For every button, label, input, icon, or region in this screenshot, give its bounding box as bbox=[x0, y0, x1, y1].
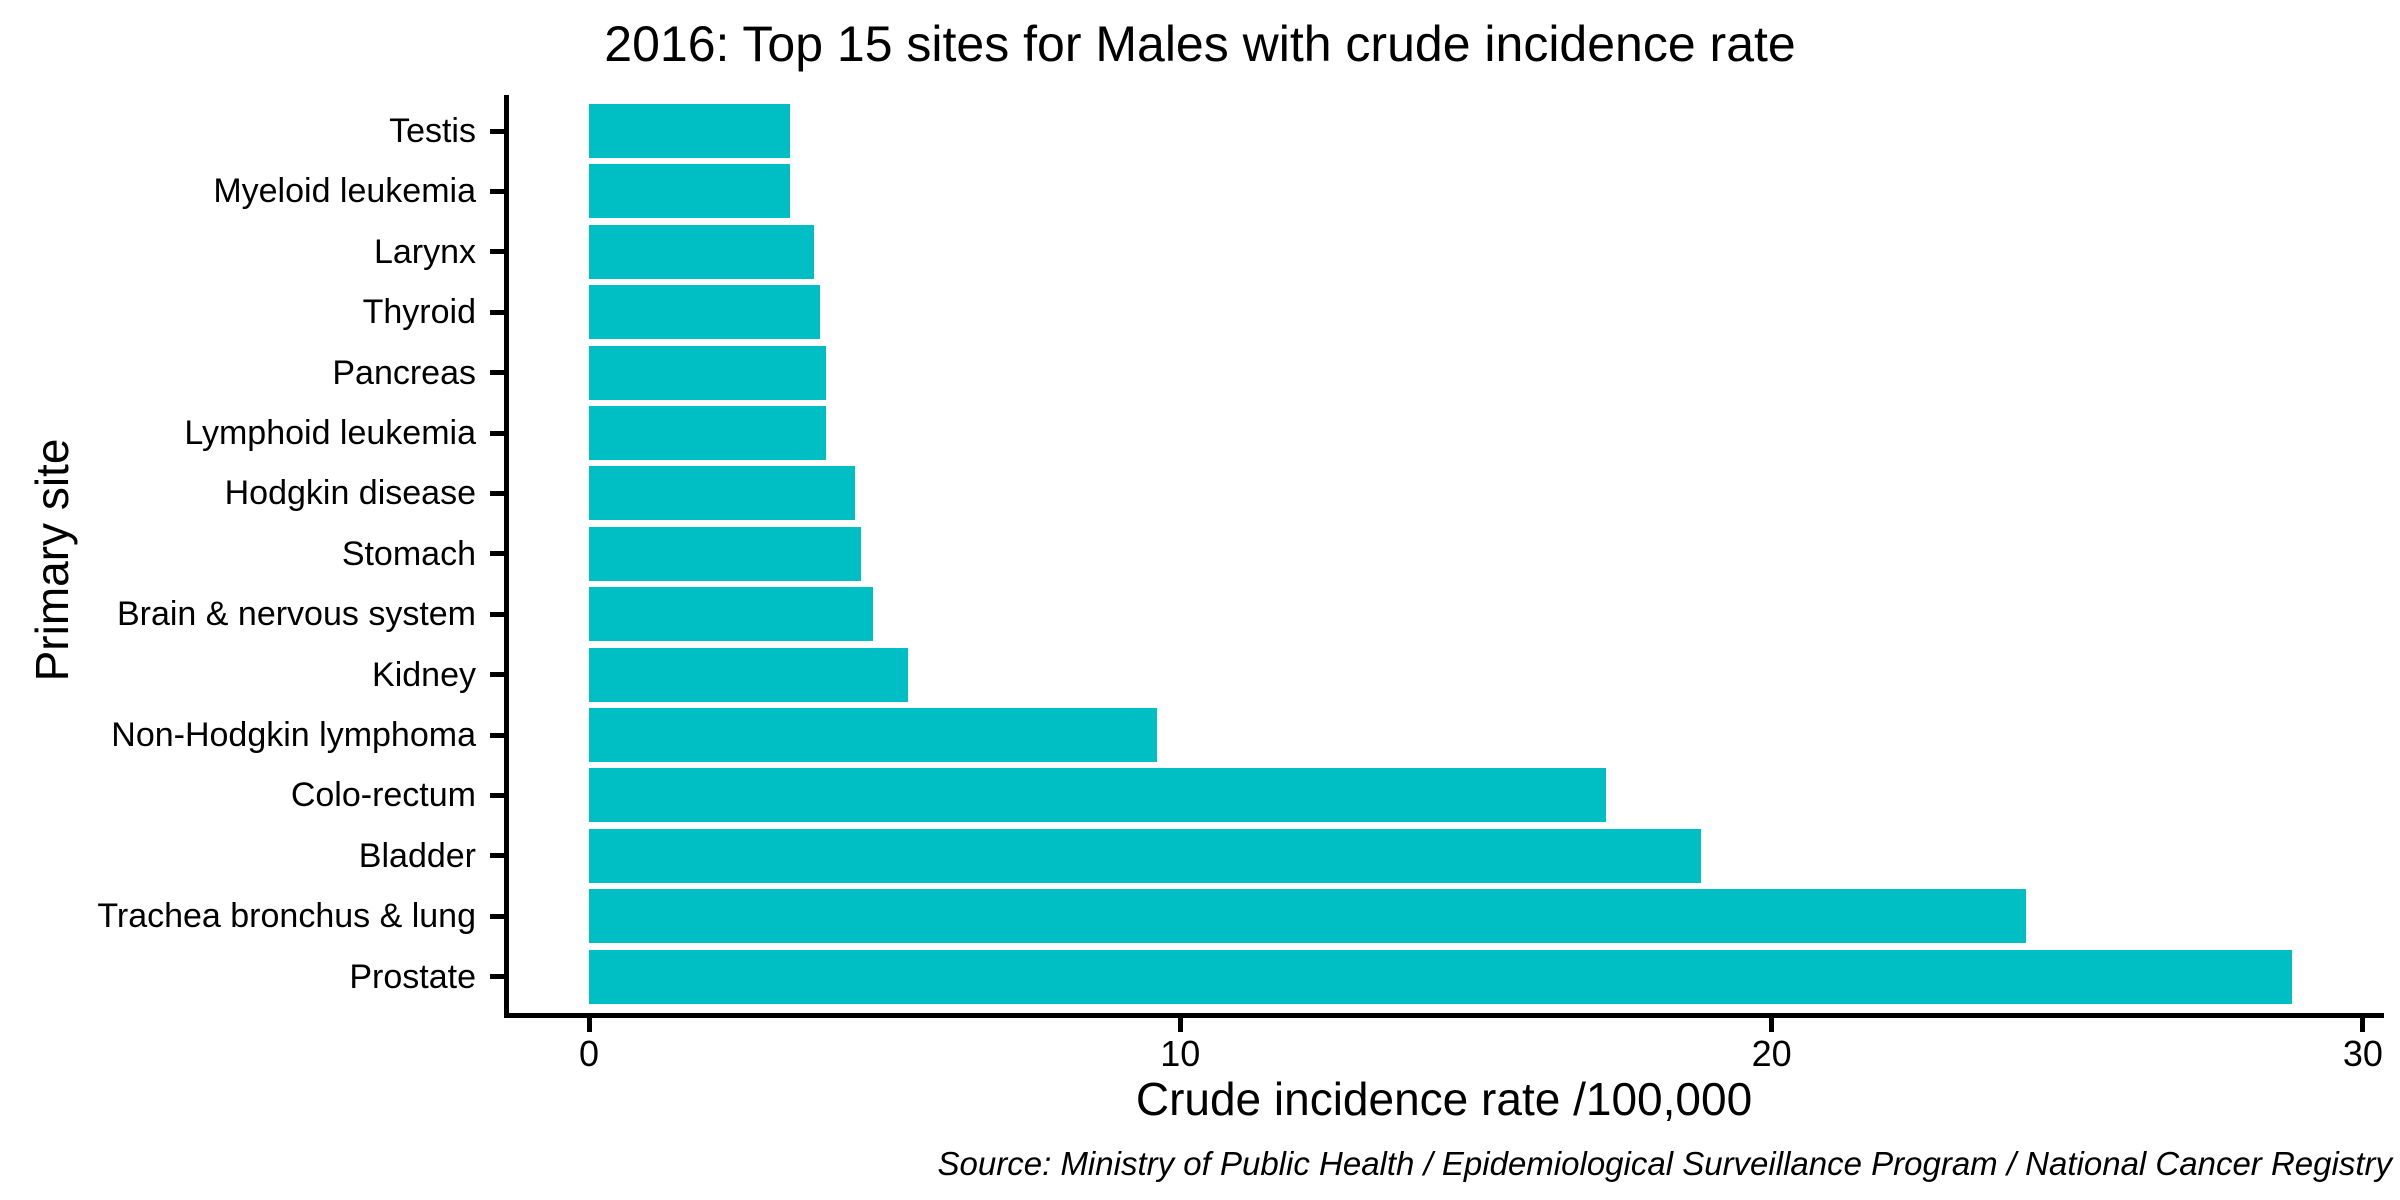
chart-title: 2016: Top 15 sites for Males with crude … bbox=[604, 16, 1796, 72]
bar bbox=[589, 345, 826, 400]
bar bbox=[589, 224, 814, 279]
source-note: Source: Ministry of Public Health / Epid… bbox=[937, 1145, 2392, 1182]
category-label: Brain & nervous system bbox=[116, 595, 476, 634]
x-tick-mark bbox=[2360, 1018, 2366, 1032]
x-tick-mark bbox=[1769, 1018, 1775, 1032]
category-label: Lymphoid leukemia bbox=[184, 414, 476, 452]
x-tick-label: 0 bbox=[578, 1033, 600, 1074]
x-tick-mark bbox=[586, 1018, 592, 1032]
category-label: Hodgkin disease bbox=[224, 474, 476, 513]
bar bbox=[589, 828, 1701, 883]
x-tick-label: 20 bbox=[1751, 1033, 1792, 1074]
category-label: Thyroid bbox=[362, 293, 476, 332]
category-label: Trachea bronchus & lung bbox=[97, 897, 476, 936]
y-tick-mark bbox=[490, 792, 504, 798]
bar bbox=[589, 949, 2292, 1004]
y-tick-mark bbox=[490, 551, 504, 557]
x-tick-mark bbox=[1177, 1018, 1183, 1032]
bar bbox=[589, 889, 2026, 944]
bar bbox=[589, 285, 820, 340]
category-label: Prostate bbox=[349, 957, 476, 996]
plot-panel bbox=[504, 95, 2384, 1018]
category-label: Colo-rectum bbox=[290, 776, 476, 815]
category-label: Non-Hodgkin lymphoma bbox=[111, 716, 476, 754]
y-tick-mark bbox=[490, 974, 504, 980]
category-label: Myeloid leukemia bbox=[213, 172, 476, 211]
x-tick-label: 30 bbox=[2342, 1033, 2383, 1074]
y-tick-mark bbox=[490, 853, 504, 859]
category-label: Stomach bbox=[341, 534, 476, 573]
y-tick-mark bbox=[490, 249, 504, 255]
y-tick-mark bbox=[490, 611, 504, 617]
y-tick-mark bbox=[490, 188, 504, 194]
bar bbox=[589, 164, 791, 219]
bar bbox=[589, 104, 791, 158]
y-tick-mark bbox=[490, 672, 504, 678]
bar bbox=[589, 526, 861, 581]
bar bbox=[589, 647, 909, 702]
bar bbox=[589, 587, 873, 642]
category-label: Larynx bbox=[373, 232, 476, 271]
category-label: Testis bbox=[389, 112, 476, 150]
category-label: Bladder bbox=[358, 836, 476, 875]
y-tick-mark bbox=[490, 913, 504, 919]
x-tick-label: 10 bbox=[1160, 1033, 1201, 1074]
category-label: Kidney bbox=[372, 655, 476, 694]
y-tick-mark bbox=[490, 490, 504, 496]
y-tick-mark bbox=[490, 309, 504, 315]
category-label: Pancreas bbox=[332, 353, 476, 392]
y-tick-mark bbox=[490, 430, 504, 436]
bar bbox=[589, 466, 856, 521]
y-tick-mark bbox=[490, 732, 504, 738]
y-tick-mark bbox=[490, 128, 504, 134]
x-axis-title: Crude incidence rate /100,000 bbox=[1135, 1073, 1753, 1125]
bar bbox=[589, 708, 1157, 762]
bar bbox=[589, 406, 826, 460]
bar bbox=[589, 768, 1607, 823]
y-tick-mark bbox=[490, 370, 504, 376]
